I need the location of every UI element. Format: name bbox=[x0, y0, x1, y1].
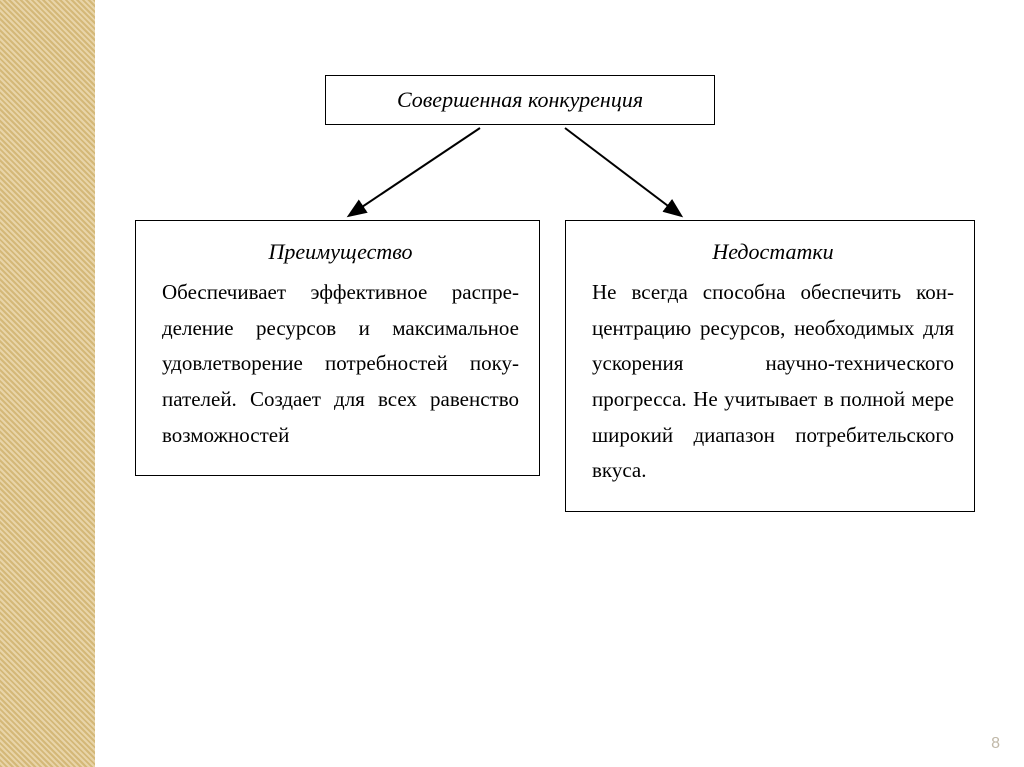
advantages-heading: Преимущество bbox=[162, 239, 519, 265]
arrow-left bbox=[350, 128, 480, 215]
disadvantages-body: Не всегда способна обеспечить кон­центра… bbox=[592, 275, 954, 489]
advantages-body: Обеспечивает эффективное распре­деление … bbox=[162, 275, 519, 453]
disadvantages-heading: Недостатки bbox=[592, 239, 954, 265]
page-number: 8 bbox=[991, 735, 1000, 753]
disadvantages-box: Недостатки Не всегда способна обеспечить… bbox=[565, 220, 975, 512]
diagram-content: Совершенная конкуренция Преимущество Обе… bbox=[95, 0, 1024, 767]
advantages-box: Преимущество Обеспечивает эффективное ра… bbox=[135, 220, 540, 476]
arrow-right bbox=[565, 128, 680, 215]
sidebar-texture bbox=[0, 0, 95, 767]
